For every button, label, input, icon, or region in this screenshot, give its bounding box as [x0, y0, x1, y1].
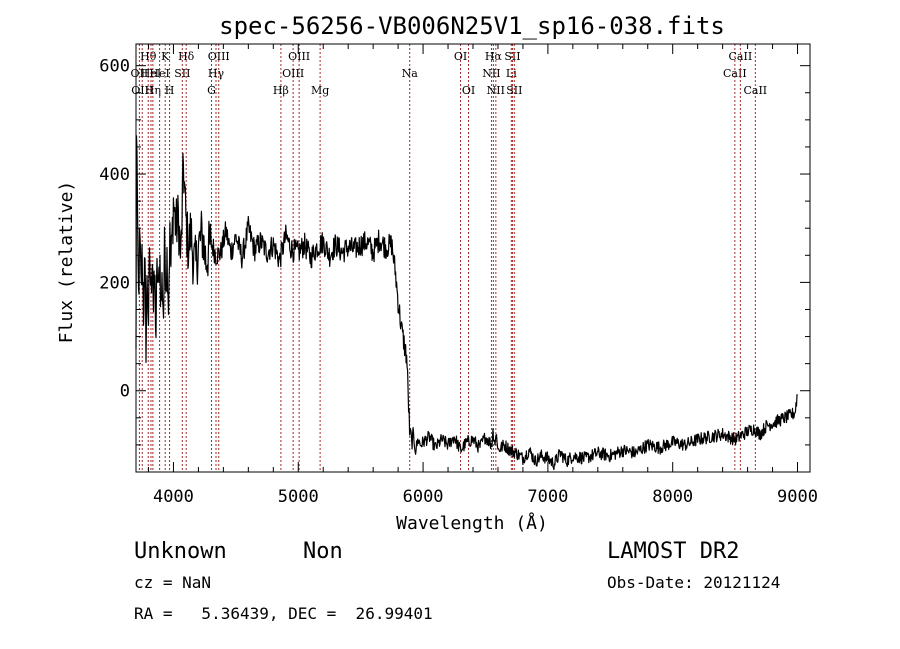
line-marker-label: SII — [504, 50, 520, 63]
line-marker-label: OII — [131, 67, 149, 80]
line-marker-label: OIII — [288, 50, 310, 63]
cz-text: cz = NaN — [134, 573, 212, 592]
line-marker-label: CaII — [743, 84, 767, 97]
line-marker-label: CaII — [729, 50, 753, 63]
line-marker-label: K — [161, 50, 170, 63]
x-tick-label: 7000 — [527, 487, 568, 507]
y-tick-label: 200 — [99, 273, 130, 293]
line-marker-label: Hδ — [178, 50, 195, 63]
line-marker-label: Na — [402, 67, 419, 80]
survey-text: LAMOST DR2 — [607, 539, 740, 564]
line-marker-label: OIII — [282, 67, 304, 80]
line-marker-label: Mg — [311, 84, 329, 97]
line-marker-label: SII — [506, 84, 522, 97]
chart-title: spec-56256-VB006N25V1_sp16-038.fits — [219, 12, 725, 40]
line-markers: OIIOIIIHθHeIHηHeIKHSIIHδGHγOIIIHβOIIIOII… — [131, 44, 767, 472]
line-marker-label: NII — [482, 67, 500, 80]
spectrum-plot-svg: spec-56256-VB006N25V1_sp16-038.fits Wave… — [56, 12, 818, 534]
spectrum-series-line — [135, 135, 799, 471]
line-marker-label: Hα — [485, 50, 503, 63]
line-marker-label: Hγ — [208, 67, 225, 80]
line-marker-label: CaII — [723, 67, 747, 80]
x-tick-label: 8000 — [652, 487, 693, 507]
x-tick-label: 5000 — [278, 487, 319, 507]
y-tick-label: 400 — [99, 165, 130, 185]
y-tick-label: 0 — [120, 382, 130, 402]
x-tick-label: 6000 — [403, 487, 444, 507]
class-text: Unknown — [134, 539, 227, 564]
plot-frame — [135, 43, 811, 473]
axis-ticks: 4000 5000 6000 7000 8000 9000 0 200 400 600 — [99, 44, 818, 507]
line-marker-label: H — [165, 84, 175, 97]
line-marker-label: SII — [174, 67, 190, 80]
y-tick-label: 600 — [99, 57, 130, 77]
x-tick-label: 9000 — [777, 487, 818, 507]
line-marker-label: Hβ — [273, 84, 289, 97]
line-marker-label: OIII — [208, 50, 230, 63]
line-marker-label: OI — [462, 84, 475, 97]
x-axis-label: Wavelength (Å) — [396, 512, 548, 534]
x-tick-label: 4000 — [153, 487, 194, 507]
line-marker-label: Hθ — [140, 50, 157, 63]
obs-date-text: Obs-Date: 20121124 — [607, 573, 781, 592]
line-marker-label: HeI — [149, 67, 169, 80]
line-marker-label: HeI — [141, 67, 161, 80]
line-marker-label: G — [207, 84, 216, 97]
y-axis-label: Flux (relative) — [56, 181, 77, 344]
axes — [135, 43, 811, 473]
line-marker-label: Hη — [145, 84, 161, 97]
coords-text: RA = 5.36439, DEC = 26.99401 — [134, 604, 433, 623]
subclass-text: Non — [303, 539, 343, 564]
line-marker-label: OI — [454, 50, 467, 63]
line-marker-label: NII — [487, 84, 505, 97]
line-marker-label: Li — [506, 67, 517, 80]
